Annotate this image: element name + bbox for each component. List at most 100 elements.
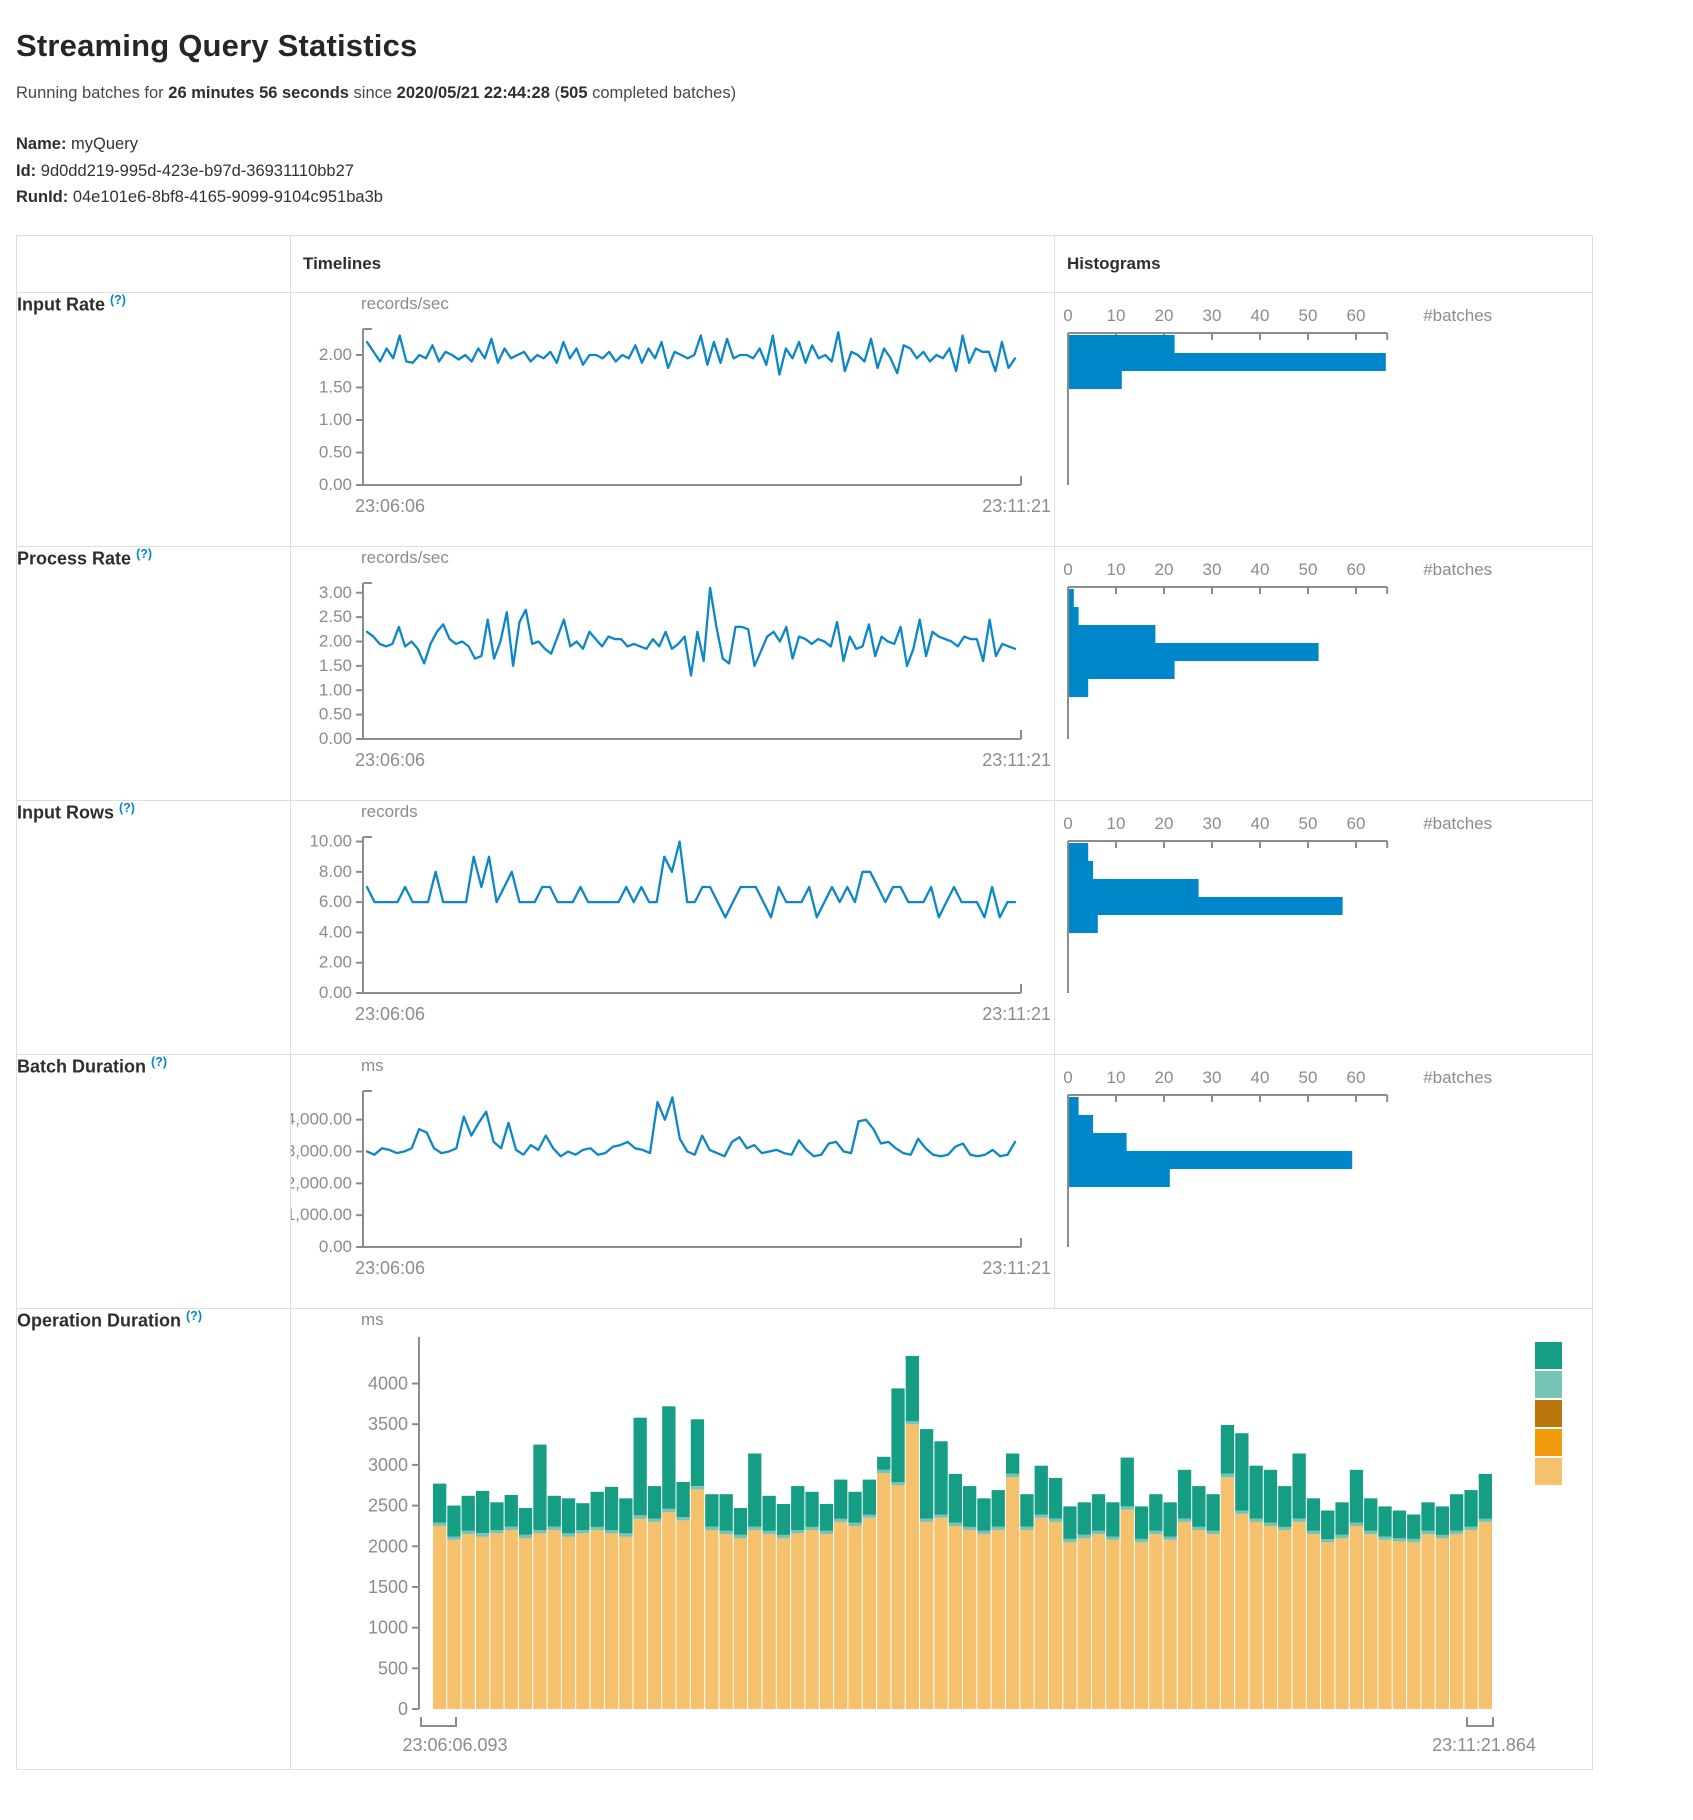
row-label-cell-batch-duration: Batch Duration (?) [16,1054,291,1310]
input-rate-histogram-cell: 0 10 20 30 40 50 60 #batches [1054,292,1593,548]
query-name-label: Name: [16,135,67,153]
query-name-value: myQuery [71,135,138,153]
svg-text:4.00: 4.00 [319,923,352,942]
batch-duration-timeline-cell: ms 0.00 1,000.00 2,000.00 3,000.00 4,000.00 23… [290,1054,1055,1310]
svg-text:23:06:06: 23:06:06 [355,1258,425,1278]
table-row-input-rows: Input Rows (?) records 0.00 2.00 4.00 6.00 8.0… [16,800,1593,1056]
svg-text:2,000.00: 2,000.00 [291,1173,352,1192]
svg-text:2000: 2000 [368,1536,408,1556]
svg-text:40: 40 [1251,1068,1270,1087]
summary-duration: 26 minutes 56 seconds [168,84,349,102]
svg-text:10: 10 [1107,306,1126,325]
svg-text:0: 0 [1063,1068,1072,1087]
help-icon-input-rows[interactable]: (?) [119,801,135,816]
svg-text:4000: 4000 [368,1374,408,1394]
svg-text:1.50: 1.50 [319,656,352,675]
help-icon-operation-duration[interactable]: (?) [186,1309,202,1324]
process-rate-histogram-cell: 0 10 20 30 40 50 60 #batches [1054,546,1593,802]
batch-duration-histogram-cell: 0 10 20 30 40 50 60 #batches [1054,1054,1593,1310]
svg-text:30: 30 [1203,814,1222,833]
svg-text:50: 50 [1299,560,1318,579]
summary-start-time: 2020/05/21 22:44:28 [396,84,550,102]
summary-paren: ( [554,84,560,102]
svg-text:8.00: 8.00 [319,862,352,881]
query-id-value: 9d0dd219-995d-423e-b97d-36931110bb27 [40,161,354,180]
svg-text:records/sec: records/sec [361,294,449,313]
svg-text:1,000.00: 1,000.00 [291,1205,352,1224]
timelines-header: Timelines [290,235,1055,294]
svg-text:23:11:21: 23:11:21 [982,1004,1051,1024]
input-rate-timeline-cell: records/sec 0.00 0.50 1.00 1.50 2.00 23:06:06 2… [290,292,1055,548]
summary-completed-suffix: completed batches) [592,84,737,102]
svg-text:ms: ms [361,1310,384,1329]
stats-header-row: Timelines Histograms [16,235,1593,294]
svg-text:1.50: 1.50 [319,378,352,397]
input-rows-timeline-cell: records 0.00 2.00 4.00 6.00 8.00 10.00 23:06:06… [290,800,1055,1056]
operation-duration-cell: ms 0 500 1000 1500 2000 2500 3000 3500 4000 23:06:… [290,1308,1593,1771]
operation-duration-chart: ms 0 500 1000 1500 2000 2500 3000 3500 4000 23:06:… [361,1310,1562,1755]
process-rate-histogram-chart: 0 10 20 30 40 50 60 #batches [1063,560,1492,740]
svg-text:10: 10 [1107,814,1126,833]
svg-text:3500: 3500 [368,1414,408,1434]
svg-text:23:11:21: 23:11:21 [982,1258,1051,1278]
svg-text:60: 60 [1347,1068,1366,1087]
query-runid-value: 04e101e6-8bf8-4165-9099-9104c951ba3b [72,188,383,207]
svg-text:50: 50 [1299,814,1318,833]
svg-text:0.00: 0.00 [319,475,352,494]
summary-prefix: Running batches for [16,84,164,102]
row-label-cell-input-rows: Input Rows (?) [16,800,291,1056]
query-id-row: Id: 9d0dd219-995d-423e-b97d-36931110bb27 [16,158,1677,185]
table-row-process-rate: Process Rate (?) records/sec 0.00 0.50 1.00 1… [16,546,1593,802]
svg-text:0.50: 0.50 [319,705,352,724]
svg-text:50: 50 [1299,306,1318,325]
svg-text:40: 40 [1251,306,1270,325]
svg-text:20: 20 [1155,306,1174,325]
svg-text:40: 40 [1251,814,1270,833]
table-row-input-rate: Input Rate (?) records/sec 0.00 0.50 1.00 1.5… [16,292,1593,548]
svg-text:3.00: 3.00 [319,583,352,602]
table-row-batch-duration: Batch Duration (?) ms 0.00 1,000.00 2,000.00… [16,1054,1593,1310]
svg-text:30: 30 [1203,306,1222,325]
svg-text:1500: 1500 [368,1577,408,1597]
input-rate-timeline-chart: records/sec 0.00 0.50 1.00 1.50 2.00 23:06:06 2… [319,294,1051,516]
svg-text:#batches: #batches [1423,814,1492,833]
svg-text:0.00: 0.00 [319,729,352,748]
svg-text:3000: 3000 [368,1455,408,1475]
svg-text:2.00: 2.00 [319,632,352,651]
histograms-header: Histograms [1054,235,1593,294]
summary-completed-count: 505 [559,84,588,102]
query-runid-row: RunId: 04e101e6-8bf8-4165-9099-9104c951b… [16,184,1677,211]
row-label-batch-duration: Batch Duration [17,1056,147,1077]
help-icon-input-rate[interactable]: (?) [110,293,126,308]
svg-text:records: records [361,802,418,821]
svg-text:2500: 2500 [368,1496,408,1516]
batch-duration-histogram-chart: 0 10 20 30 40 50 60 #batches [1063,1068,1492,1248]
svg-text:#batches: #batches [1423,306,1492,325]
svg-text:0: 0 [1063,814,1072,833]
svg-text:0: 0 [1063,306,1072,325]
svg-text:records/sec: records/sec [361,548,449,567]
process-rate-timeline-cell: records/sec 0.00 0.50 1.00 1.50 2.00 2.50 3.00 2… [290,546,1055,802]
row-label-cell-input-rate: Input Rate (?) [16,292,291,548]
running-batches-summary: Running batches for 26 minutes 56 second… [16,84,1677,103]
svg-text:500: 500 [378,1658,408,1678]
help-icon-batch-duration[interactable]: (?) [151,1055,167,1070]
query-runid-label: RunId: [16,188,69,207]
batch-duration-timeline-chart: ms 0.00 1,000.00 2,000.00 3,000.00 4,000.00 23… [291,1056,1052,1278]
empty-header-cell [16,235,291,294]
svg-text:23:06:06: 23:06:06 [355,1004,425,1024]
svg-text:0.00: 0.00 [319,983,352,1002]
help-icon-process-rate[interactable]: (?) [136,547,153,562]
page-title: Streaming Query Statistics [16,28,418,63]
svg-text:30: 30 [1203,1068,1222,1087]
svg-text:0: 0 [1063,560,1072,579]
svg-text:60: 60 [1347,560,1366,579]
svg-text:ms: ms [361,1056,384,1075]
query-meta: Name: myQuery Id: 9d0dd219-995d-423e-b97… [16,131,1677,211]
svg-text:23:11:21: 23:11:21 [982,496,1051,516]
summary-since: since [353,84,393,102]
svg-text:2.00: 2.00 [319,345,352,364]
svg-text:20: 20 [1155,1068,1174,1087]
svg-text:4,000.00: 4,000.00 [291,1110,352,1129]
